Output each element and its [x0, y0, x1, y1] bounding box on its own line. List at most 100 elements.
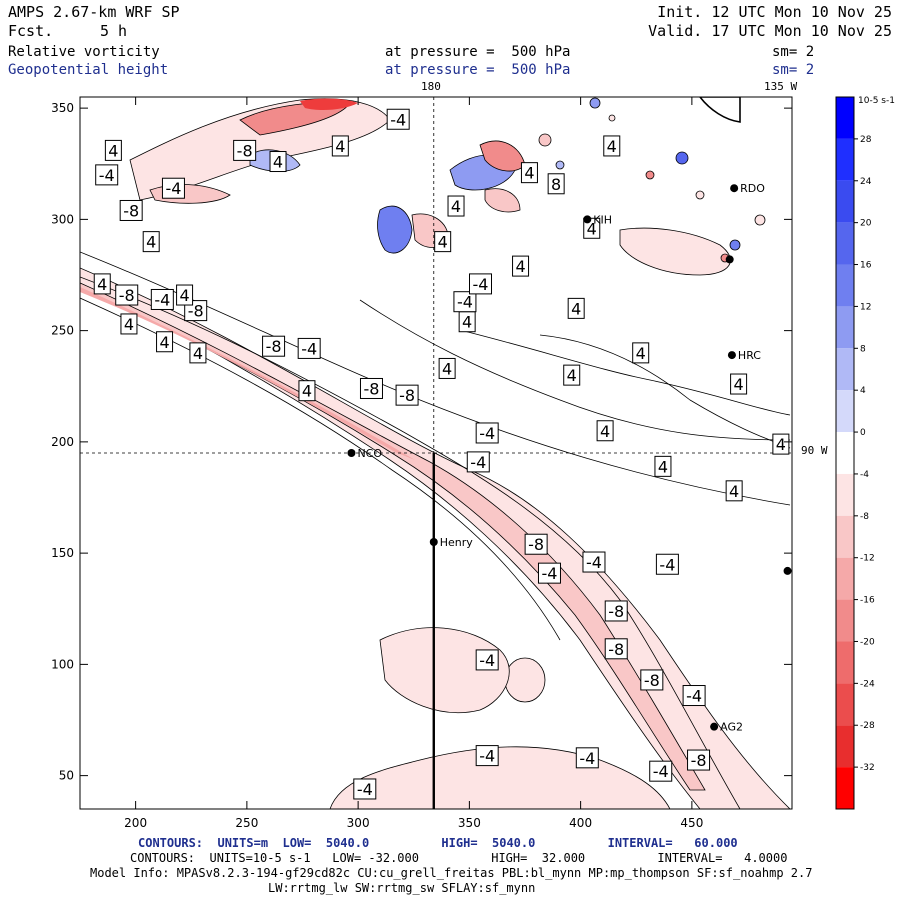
colorbar-tick-label: -24 — [860, 679, 875, 689]
vort-band-strong — [80, 287, 415, 460]
contour-label: 4 — [176, 284, 194, 306]
contour-label-value: 4 — [179, 286, 189, 305]
contour-line — [80, 276, 741, 809]
contour-label: -4 — [161, 177, 185, 199]
field1-name: Relative vorticity — [8, 44, 160, 60]
contour-label-box — [725, 480, 743, 502]
contour-label: -8 — [395, 384, 419, 406]
contour-label-box — [632, 342, 650, 364]
footer-physics: LW:rrtmg_lw SW:rrtmg_sw SFLAY:sf_mynn — [268, 881, 536, 895]
y-tick-label: 250 — [51, 324, 74, 338]
x-axis: 200 250 300 350 400 450 — [124, 97, 703, 830]
contour-label-box — [438, 357, 456, 379]
contour-label-box — [537, 562, 561, 584]
field1-smoothing: sm= 2 — [772, 44, 815, 60]
colorbar-tick-label: -20 — [860, 637, 875, 647]
contour-label-box — [475, 422, 499, 444]
contour-label-value: -4 — [165, 179, 181, 198]
contour-label-value: 4 — [146, 233, 156, 252]
contour-label: -4 — [582, 551, 606, 573]
contour-label-value: 4 — [600, 422, 610, 441]
contour-label-value: -8 — [237, 141, 253, 160]
vort-band-medium — [80, 282, 706, 791]
contour-label-box — [466, 451, 490, 473]
contour-label: 4 — [142, 231, 160, 253]
contour-label-box — [161, 177, 185, 199]
contour-label-value: -4 — [301, 339, 317, 358]
contour-label: -4 — [386, 108, 410, 130]
contour-label-box — [156, 331, 174, 353]
y-tick-label: 300 — [51, 212, 74, 226]
contour-label: -8 — [640, 669, 664, 691]
lon-label-135w: 135 W — [764, 80, 798, 93]
contour-label-value: -4 — [653, 762, 669, 781]
contour-label-box — [386, 108, 410, 130]
colorbar-tick-label: -16 — [860, 596, 875, 606]
contour-label-box — [475, 745, 499, 767]
contour-label-value: -8 — [188, 302, 204, 321]
colorbar-tick-label: 12 — [860, 302, 871, 312]
contour-label-value: 8 — [551, 175, 561, 194]
station-marker — [725, 255, 734, 264]
contour-label-box — [730, 373, 748, 395]
station-name: AG2 — [720, 721, 743, 734]
vort-band-light — [80, 267, 791, 809]
contour-label: -8 — [604, 600, 628, 622]
contour-label: 4 — [596, 420, 614, 442]
colorbar-segment — [836, 683, 854, 726]
contour-label-value: 4 — [302, 382, 312, 401]
colorbar-segment — [836, 138, 854, 181]
vort-blob — [619, 227, 731, 276]
contour-label: -8 — [359, 377, 383, 399]
contour-label-value: 4 — [734, 375, 744, 394]
contour-label-value: -8 — [119, 286, 135, 305]
contour-label-box — [649, 760, 673, 782]
contour-label-value: 4 — [193, 344, 203, 363]
station-marker — [429, 538, 438, 546]
contour-label-box — [596, 420, 614, 442]
colorbar-tick-label: -12 — [860, 554, 875, 564]
contour-label-box — [120, 313, 138, 335]
contour-label-value: -4 — [659, 555, 675, 574]
contour-label-value: -4 — [457, 293, 473, 312]
contour-label-value: -4 — [390, 110, 406, 129]
colorbar-segment — [836, 473, 854, 516]
contour-label-box — [395, 384, 419, 406]
contour-label: -4 — [466, 451, 490, 473]
vort-cell — [555, 160, 565, 170]
contour-label-box — [575, 747, 599, 769]
field2-smoothing: sm= 2 — [772, 62, 815, 78]
contour-label-value: -4 — [357, 780, 373, 799]
x-tick-label: 450 — [680, 816, 703, 830]
contour-label-value: -4 — [473, 275, 489, 294]
colorbar-segment — [836, 97, 854, 139]
colorbar-segment — [836, 767, 854, 809]
colorbar-segment — [836, 348, 854, 391]
station-name: KIH — [593, 213, 612, 226]
contour-label-value: -4 — [470, 453, 486, 472]
contour-label-value: -8 — [644, 671, 660, 690]
station-name: NCO — [357, 447, 382, 460]
footer-model-info: Model Info: MPASv8.2.3-194-gf29cd82c CU:… — [90, 866, 813, 880]
contour-label: 4 — [120, 313, 138, 335]
vort-cell — [695, 190, 705, 200]
x-tick-label: 400 — [569, 816, 592, 830]
contour-label: 4 — [725, 480, 743, 502]
valid-time: Valid. 17 UTC Mon 10 Nov 25 — [648, 22, 892, 40]
contour-label-value: 4 — [159, 333, 169, 352]
station-marker — [783, 566, 792, 575]
contour-label: 4 — [512, 255, 530, 277]
contour-label-box — [95, 164, 119, 186]
vort-cell — [729, 239, 741, 251]
contour-label: 4 — [189, 342, 207, 364]
contour-label-value: -4 — [99, 166, 115, 185]
contour-label: -8 — [184, 300, 208, 322]
station-name: RDO — [740, 182, 765, 195]
field1-pressure: at pressure = 500 hPa — [385, 44, 571, 60]
contour-label: 4 — [331, 135, 349, 157]
contour-label-value: -8 — [528, 535, 544, 554]
contour-label-box — [150, 288, 174, 310]
contour-label-value: 4 — [108, 141, 118, 160]
colorbar-unit: 10-5 s-1 — [858, 96, 895, 106]
